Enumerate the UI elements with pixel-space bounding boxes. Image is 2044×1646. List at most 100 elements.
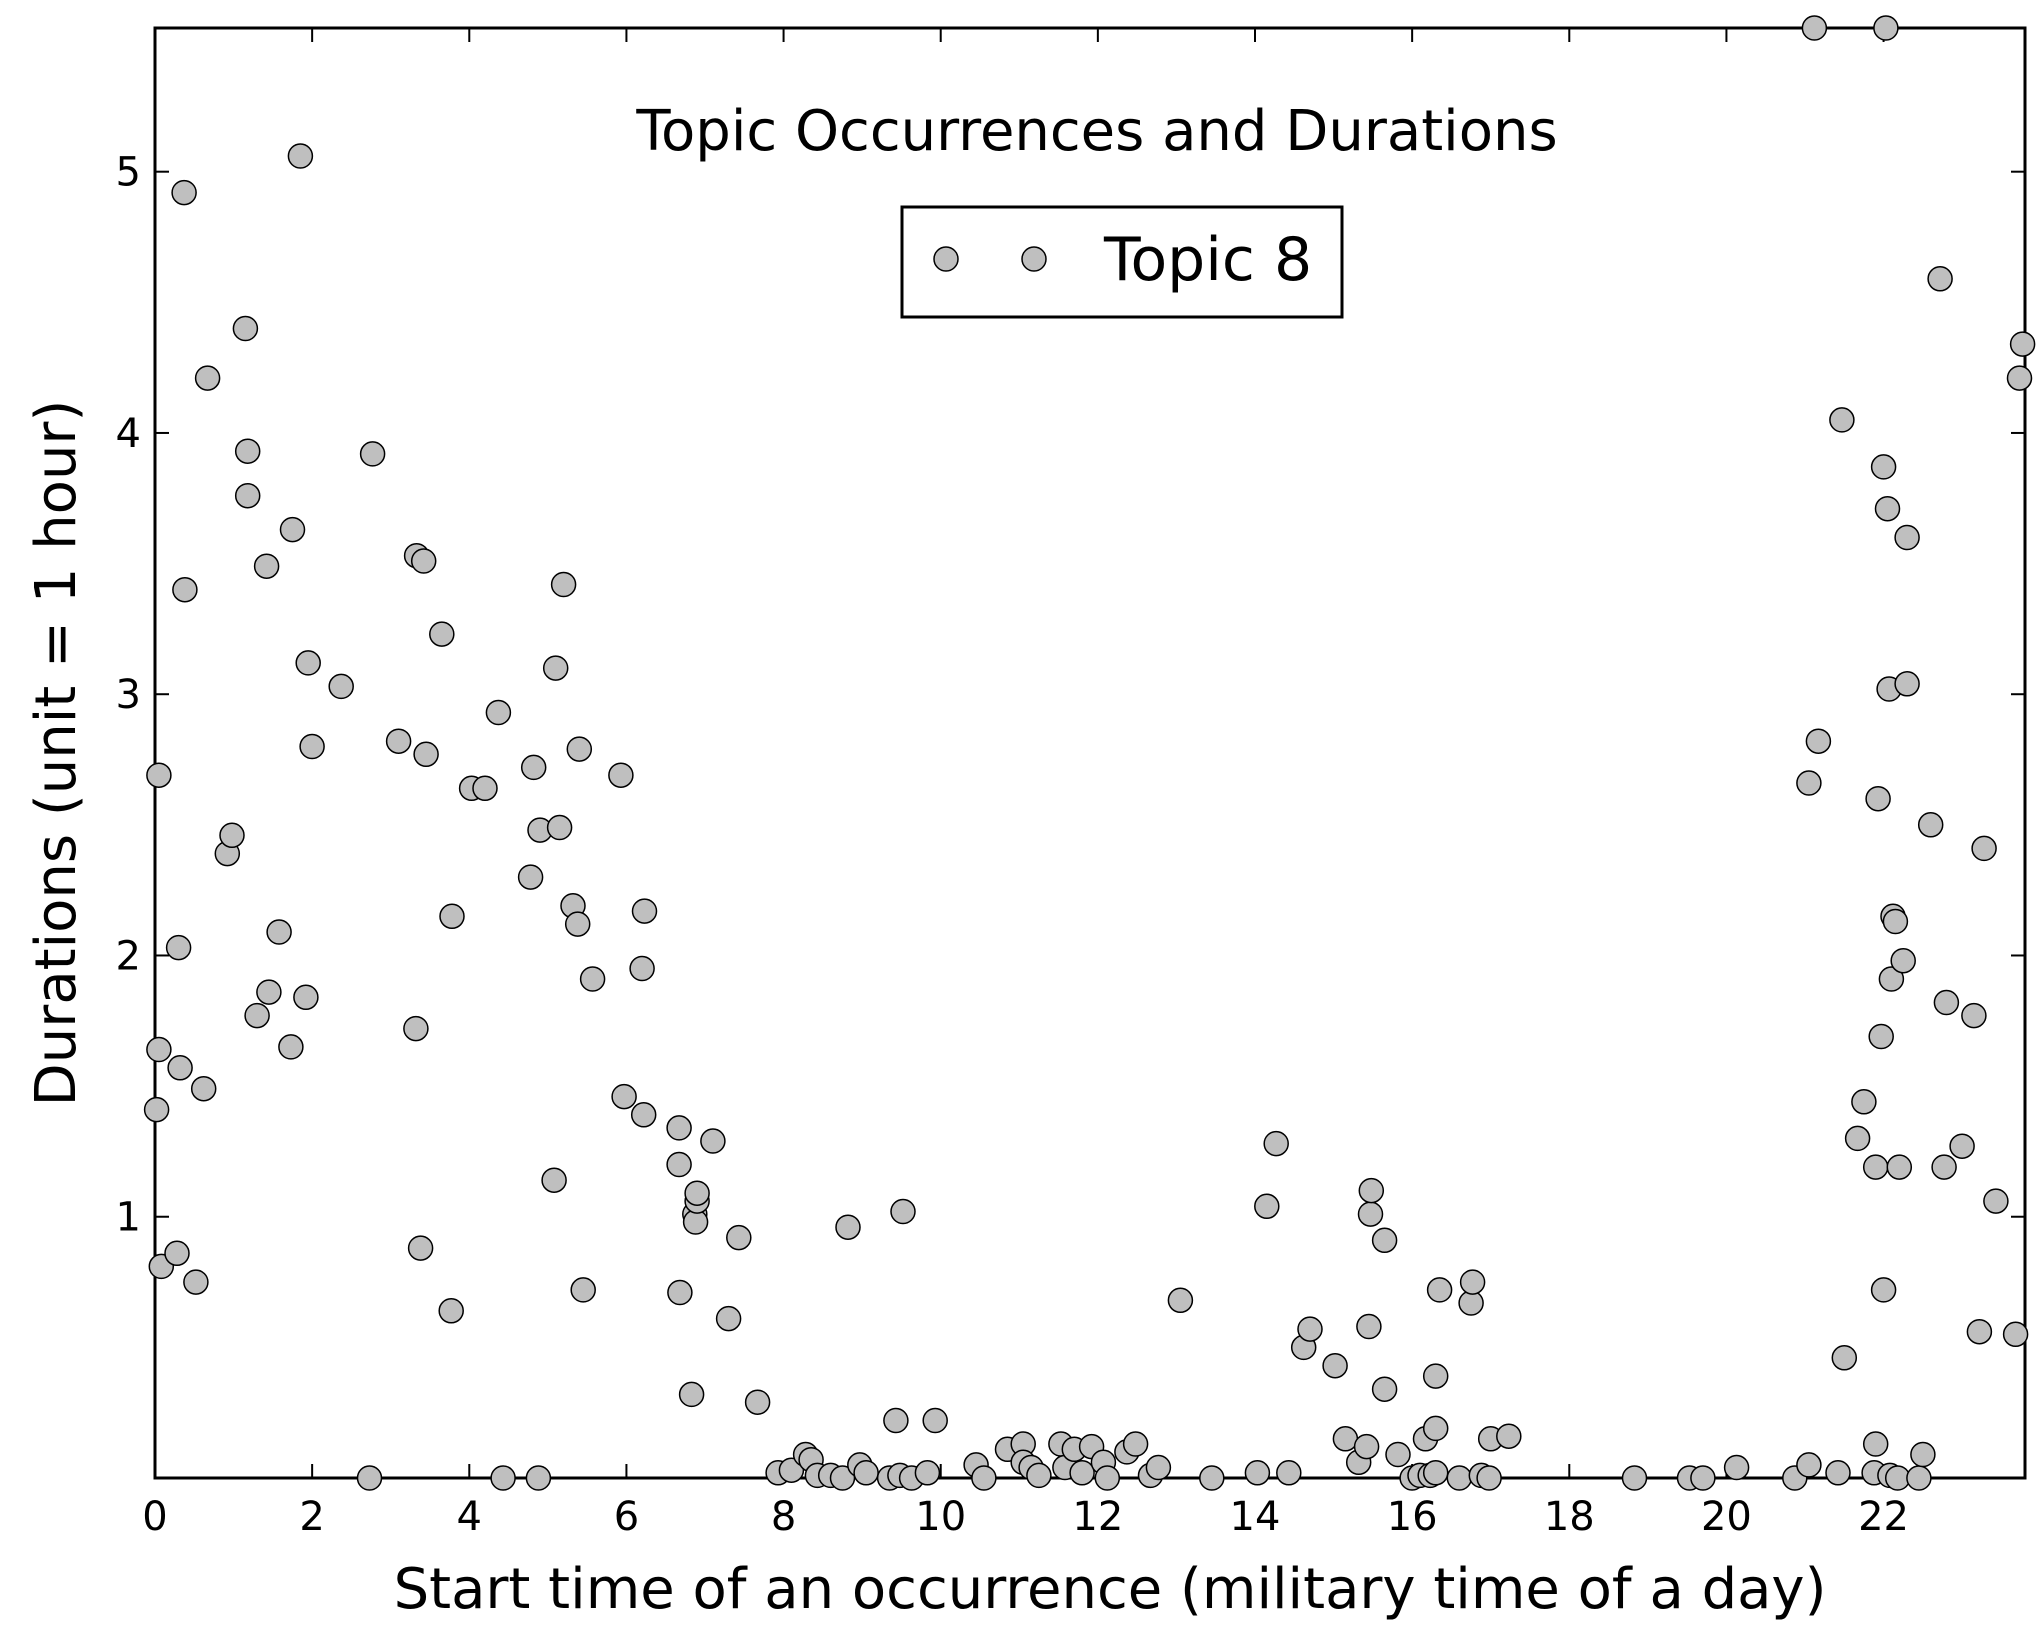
data-point — [293, 984, 319, 1011]
data-point — [1983, 1188, 2009, 1214]
data-point — [1026, 1462, 1052, 1489]
data-point — [1862, 1154, 1889, 1180]
x-tick-label: 18 — [1544, 1494, 1595, 1540]
data-point — [167, 1055, 193, 1081]
x-tick-label: 20 — [1701, 1494, 1752, 1540]
data-point — [190, 1075, 217, 1102]
data-point — [1422, 1460, 1449, 1486]
x-tick-label: 4 — [457, 1494, 482, 1540]
y-tick-label: 1 — [116, 1195, 141, 1241]
data-point — [234, 438, 261, 464]
data-point — [1357, 1201, 1384, 1227]
data-point — [1263, 1130, 1289, 1157]
data-point — [172, 576, 198, 603]
data-point — [438, 1298, 464, 1324]
data-point — [678, 1381, 705, 1408]
data-point — [472, 775, 498, 802]
data-point — [1322, 1352, 1348, 1379]
data-point — [1906, 1465, 1932, 1491]
data-point — [2006, 365, 2033, 391]
data-point — [608, 762, 634, 788]
x-tick-label: 22 — [1858, 1494, 1909, 1540]
data-point — [1890, 947, 1916, 974]
data-point — [410, 548, 437, 574]
data-point — [744, 1389, 771, 1415]
data-point — [164, 1240, 190, 1267]
data-point — [630, 1102, 657, 1128]
data-point — [1873, 15, 1899, 41]
data-point — [146, 1036, 172, 1063]
data-point — [1796, 770, 1822, 796]
data-point — [1862, 1431, 1889, 1457]
data-point — [1446, 1465, 1473, 1491]
data-point — [1621, 1465, 1648, 1491]
data-point — [1884, 1465, 1911, 1491]
data-point — [566, 736, 593, 762]
data-point — [1297, 1316, 1323, 1342]
y-tick-label: 5 — [116, 150, 141, 196]
x-tick-label: 2 — [299, 1494, 324, 1540]
data-point — [1371, 1227, 1398, 1254]
data-point — [287, 143, 314, 169]
data-point — [1878, 966, 1905, 992]
data-point — [1690, 1465, 1716, 1491]
legend-marker-right — [1021, 246, 1047, 272]
data-point — [413, 741, 439, 768]
data-point — [1069, 1460, 1095, 1486]
x-axis-label: Start time of an occurrence (military ti… — [394, 1557, 1827, 1622]
legend-box — [900, 205, 1344, 319]
data-point — [914, 1460, 941, 1486]
data-point — [2009, 331, 2036, 357]
data-point — [244, 1002, 270, 1029]
data-point — [1426, 1277, 1453, 1303]
data-point — [356, 1465, 383, 1491]
data-point — [1831, 1345, 1858, 1371]
data-point — [278, 1034, 304, 1060]
data-point — [1865, 785, 1891, 812]
x-tick-label: 10 — [915, 1494, 966, 1540]
y-tick-label: 3 — [116, 672, 141, 718]
data-point — [143, 1096, 170, 1123]
data-point — [525, 1465, 552, 1491]
data-point — [684, 1180, 710, 1206]
data-point — [1874, 495, 1901, 522]
data-point — [1199, 1465, 1225, 1491]
data-point — [385, 728, 412, 754]
data-point — [183, 1269, 209, 1295]
data-point — [890, 1198, 916, 1225]
data-point — [1358, 1177, 1385, 1204]
data-point — [1966, 1318, 1993, 1345]
data-point — [1796, 1452, 1822, 1478]
x-tick-label: 14 — [1230, 1494, 1281, 1540]
x-tick-label: 12 — [1072, 1494, 1123, 1540]
data-point — [542, 655, 569, 681]
data-point — [700, 1128, 726, 1154]
data-point — [1167, 1287, 1194, 1314]
data-point — [1476, 1465, 1502, 1491]
data-point — [485, 699, 512, 726]
chart-title: Topic Occurrences and Durations — [635, 99, 1557, 164]
y-tick-label: 2 — [116, 933, 141, 979]
data-point — [1894, 671, 1920, 697]
data-point — [1145, 1454, 1172, 1481]
data-point — [1825, 1460, 1851, 1486]
data-point — [1927, 266, 1953, 292]
data-point — [1844, 1125, 1871, 1152]
data-point — [1723, 1454, 1750, 1481]
data-point — [1805, 728, 1832, 754]
data-point — [1868, 1023, 1894, 1050]
data-point — [253, 553, 280, 579]
data-point — [490, 1465, 516, 1491]
data-point — [171, 179, 197, 206]
data-point — [1356, 1313, 1382, 1340]
data-point — [1851, 1089, 1877, 1115]
data-point — [2002, 1321, 2029, 1348]
y-tick-label: 4 — [116, 411, 141, 457]
data-point — [922, 1407, 948, 1434]
data-point — [194, 365, 221, 391]
data-point — [570, 1277, 596, 1303]
data-point — [667, 1279, 693, 1306]
data-point — [439, 903, 465, 930]
data-point — [853, 1460, 879, 1486]
